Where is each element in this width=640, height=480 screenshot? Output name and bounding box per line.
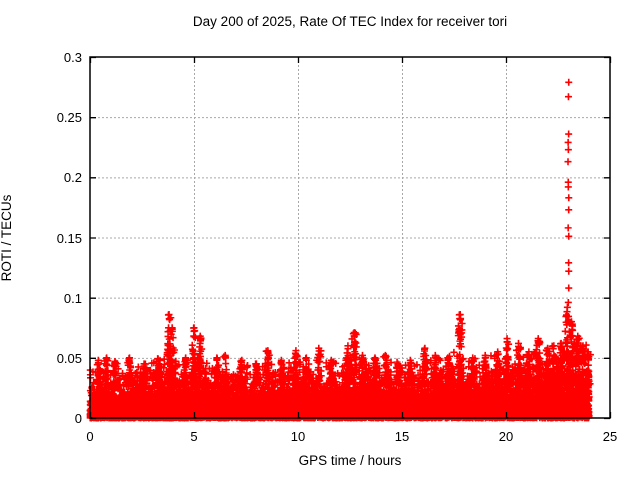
y-tick-label: 0 bbox=[74, 411, 82, 426]
y-tick-label: 0.3 bbox=[63, 50, 82, 65]
y-tick-label: 0.15 bbox=[56, 230, 82, 246]
x-tick-label: 0 bbox=[86, 429, 94, 444]
x-tick-label: 10 bbox=[290, 429, 306, 444]
y-tick-label: 0.25 bbox=[56, 110, 82, 126]
x-tick-label: 20 bbox=[498, 429, 514, 444]
chart-title: Day 200 of 2025, Rate Of TEC Index for r… bbox=[192, 14, 508, 29]
x-tick-label: 15 bbox=[394, 429, 410, 444]
y-tick-label: 0.2 bbox=[63, 170, 82, 186]
x-tick-label: 25 bbox=[602, 429, 618, 444]
y-tick-label: 0.1 bbox=[63, 290, 82, 306]
y-tick-label: 0.05 bbox=[56, 350, 82, 366]
x-tick-label: 5 bbox=[190, 429, 198, 444]
x-axis-label: GPS time / hours bbox=[298, 453, 402, 468]
y-axis-label: ROTI / TECUs bbox=[0, 194, 14, 282]
